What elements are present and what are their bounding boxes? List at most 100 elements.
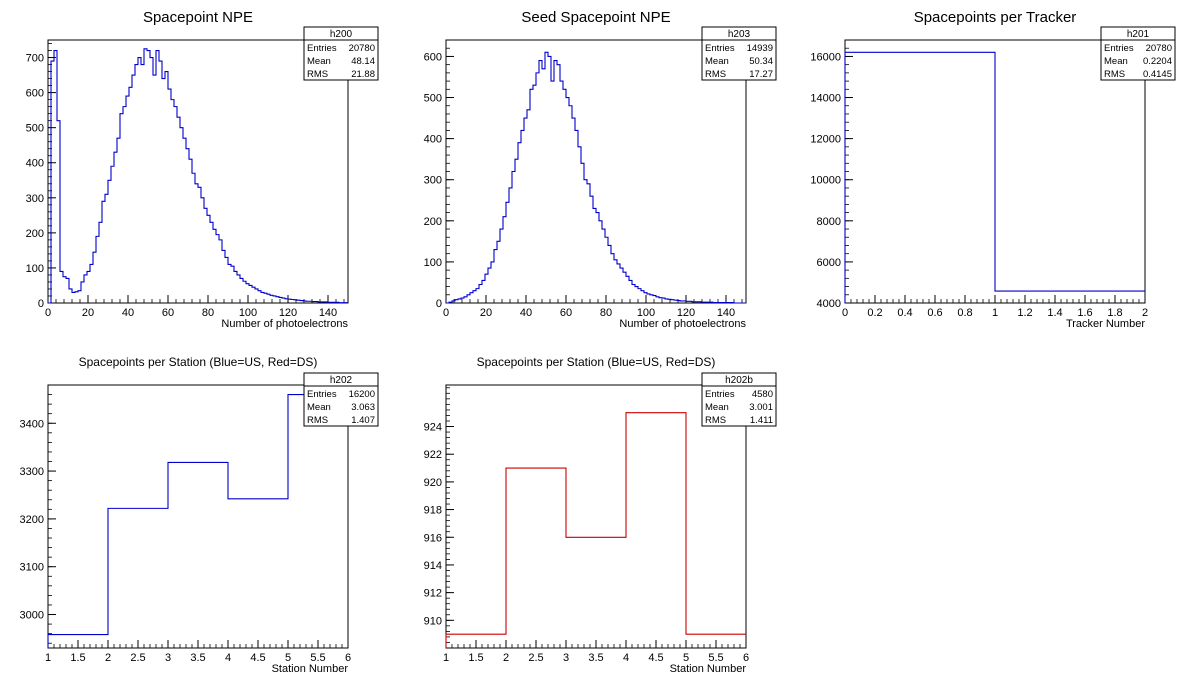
stats-key: Entries: [705, 389, 735, 400]
y-tick-label: 600: [424, 51, 442, 63]
stats-value: 50.34: [749, 56, 773, 67]
y-tick-label: 600: [26, 88, 44, 100]
stats-key: RMS: [705, 415, 726, 426]
x-tick-label: 4.5: [250, 652, 265, 664]
x-axis-label: Tracker Number: [1066, 318, 1145, 330]
x-tick-label: 0: [842, 307, 848, 319]
y-tick-label: 200: [26, 228, 44, 240]
stats-box: [701, 372, 777, 427]
x-tick-label: 2.5: [528, 652, 543, 664]
y-tick-label: 3300: [20, 466, 44, 478]
stats-key: RMS: [307, 415, 328, 426]
stats-key: Mean: [705, 402, 729, 413]
x-tick-label: 1.5: [468, 652, 483, 664]
stats-value: 20780: [1146, 43, 1172, 54]
x-tick-label: 1.6: [1077, 307, 1092, 319]
x-tick-label: 120: [677, 307, 695, 319]
x-axis-label: Station Number: [272, 663, 349, 675]
y-tick-label: 3100: [20, 562, 44, 574]
x-tick-label: 1.4: [1047, 307, 1062, 319]
x-tick-label: 3: [563, 652, 569, 664]
x-tick-label: 140: [717, 307, 735, 319]
y-tick-label: 500: [424, 93, 442, 105]
chart-title: Spacepoint NPE: [143, 9, 253, 26]
x-axis-label: Number of photoelectrons: [619, 318, 746, 330]
x-tick-label: 5.5: [708, 652, 723, 664]
stats-name: h200: [330, 29, 353, 40]
histogram-line: [445, 412, 746, 648]
y-tick-label: 916: [424, 532, 442, 544]
x-tick-label: 1.5: [70, 652, 85, 664]
stats-value: 1.407: [351, 415, 375, 426]
x-tick-label: 0.4: [897, 307, 912, 319]
x-tick-label: 3: [165, 652, 171, 664]
x-tick-label: 2: [1142, 307, 1148, 319]
x-tick-label: 0.6: [927, 307, 942, 319]
stats-box: [701, 26, 777, 81]
y-tick-label: 300: [26, 193, 44, 205]
y-tick-label: 100: [26, 263, 44, 275]
chart-panel-5: Spacepoints per Station (Blue=US, Red=DS…: [424, 355, 777, 675]
y-tick-label: 4000: [817, 298, 841, 310]
x-tick-label: 6: [743, 652, 749, 664]
stats-value: 17.27: [749, 69, 773, 80]
y-tick-label: 0: [436, 298, 442, 310]
y-tick-label: 920: [424, 477, 442, 489]
y-tick-label: 700: [26, 53, 44, 65]
y-tick-label: 0: [38, 298, 44, 310]
y-tick-label: 6000: [817, 257, 841, 269]
x-tick-label: 2: [503, 652, 509, 664]
stats-value: 14939: [747, 43, 773, 54]
y-tick-label: 3200: [20, 514, 44, 526]
y-tick-label: 10000: [810, 175, 841, 187]
y-tick-label: 400: [424, 134, 442, 146]
chart-panel-4: Spacepoints per Station (Blue=US, Red=DS…: [20, 355, 379, 675]
y-tick-label: 14000: [810, 93, 841, 105]
stats-key: Entries: [1104, 43, 1134, 54]
x-tick-label: 4: [623, 652, 629, 664]
y-tick-label: 3400: [20, 418, 44, 430]
stats-key: RMS: [1104, 69, 1125, 80]
y-tick-label: 200: [424, 216, 442, 228]
plot-frame: [47, 39, 349, 304]
stats-key: Entries: [307, 389, 337, 400]
x-tick-label: 60: [560, 307, 572, 319]
y-tick-label: 3000: [20, 610, 44, 622]
stats-name: h202: [330, 375, 353, 386]
stats-value: 0.2204: [1143, 56, 1172, 67]
x-tick-label: 1: [443, 652, 449, 664]
y-tick-label: 100: [424, 257, 442, 269]
y-tick-label: 12000: [810, 134, 841, 146]
y-tick-label: 8000: [817, 216, 841, 228]
y-tick-label: 400: [26, 158, 44, 170]
x-tick-label: 5.5: [310, 652, 325, 664]
x-tick-label: 1.2: [1017, 307, 1032, 319]
x-axis-label: Number of photoelectrons: [221, 318, 348, 330]
chart-title: Spacepoints per Tracker: [914, 9, 1077, 26]
stats-box: [1100, 26, 1176, 81]
x-tick-label: 1: [992, 307, 998, 319]
x-tick-label: 0.8: [957, 307, 972, 319]
histogram-line: [47, 394, 348, 648]
stats-value: 0.4145: [1143, 69, 1172, 80]
x-tick-label: 4.5: [648, 652, 663, 664]
y-tick-label: 500: [26, 123, 44, 135]
x-tick-label: 1.8: [1107, 307, 1122, 319]
x-tick-label: 100: [637, 307, 655, 319]
y-tick-label: 924: [424, 422, 442, 434]
x-axis-label: Station Number: [670, 663, 747, 675]
chart-panel-2: Seed Spacepoint NPE 0 20 40 60 80 100 120 140 0 10…: [424, 9, 777, 330]
stats-name: h201: [1127, 29, 1150, 40]
plot-frame: [445, 384, 747, 649]
chart-title: Seed Spacepoint NPE: [521, 9, 670, 26]
x-tick-label: 120: [279, 307, 297, 319]
x-tick-label: 0.2: [867, 307, 882, 319]
x-tick-label: 5: [683, 652, 689, 664]
stats-box: [303, 26, 379, 81]
x-tick-label: 6: [345, 652, 351, 664]
x-tick-label: 80: [600, 307, 612, 319]
stats-value: 1.411: [750, 415, 773, 426]
y-tick-label: 922: [424, 449, 442, 461]
x-tick-label: 1: [45, 652, 51, 664]
